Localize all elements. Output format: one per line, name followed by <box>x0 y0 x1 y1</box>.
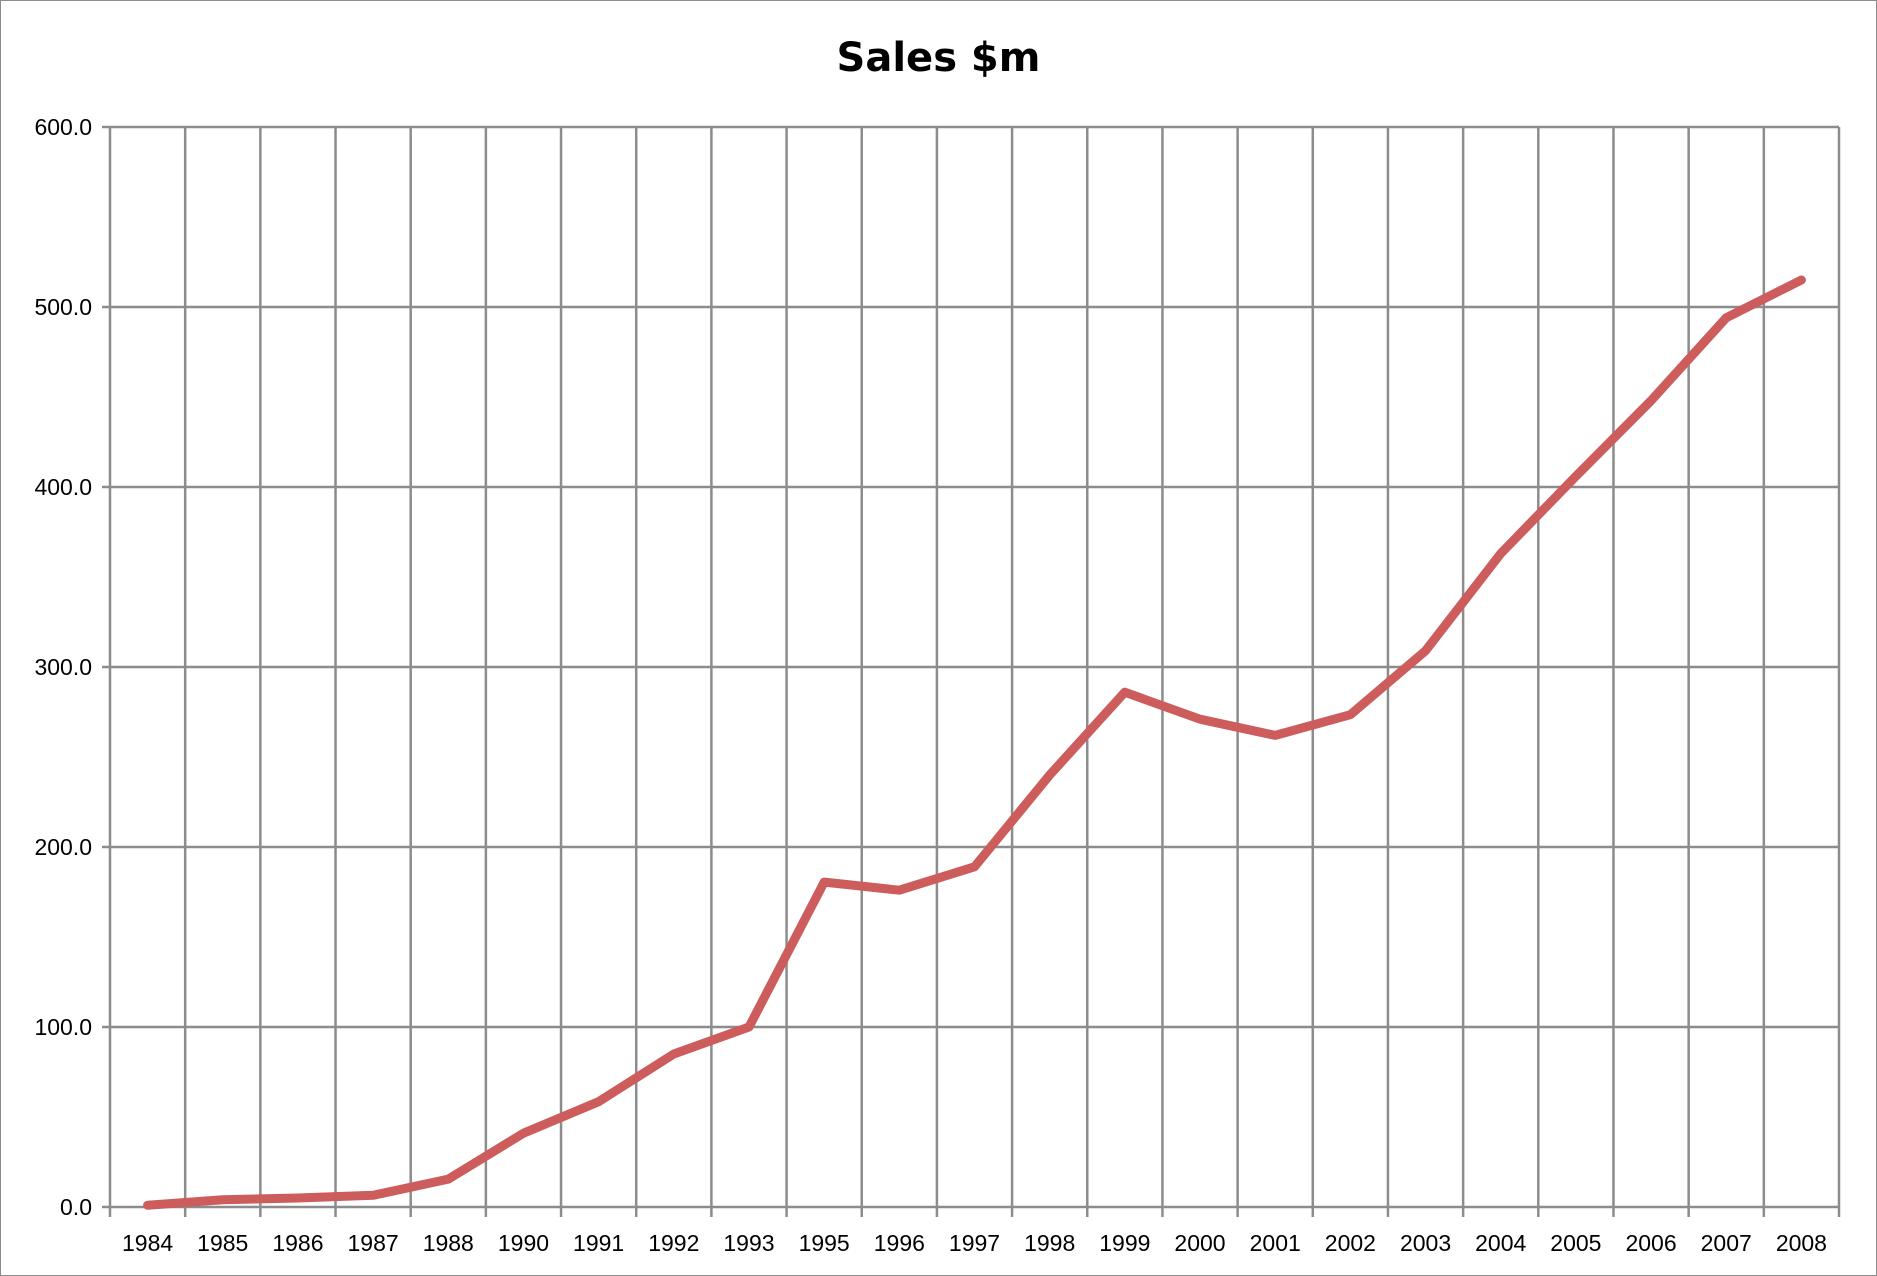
x-tick-label: 2007 <box>1701 1230 1752 1256</box>
x-tick-label: 2001 <box>1250 1230 1301 1256</box>
x-tick-label: 1999 <box>1099 1230 1150 1256</box>
chart-title: Sales $m <box>836 35 1041 81</box>
x-tick-label: 1998 <box>1024 1230 1075 1256</box>
y-tick-label: 400.0 <box>34 474 92 500</box>
y-tick-labels: 0.0 100.0 200.0 300.0 400.0 500.0 600.0 <box>34 114 92 1220</box>
x-tick-label: 2004 <box>1475 1230 1526 1256</box>
y-tick-label: 500.0 <box>34 294 92 320</box>
x-tick-label: 1992 <box>648 1230 699 1256</box>
y-tick-label: 100.0 <box>34 1014 92 1040</box>
x-tick-label: 1993 <box>723 1230 774 1256</box>
axes <box>102 125 1841 1217</box>
y-tick-label: 600.0 <box>34 114 92 140</box>
y-tick-label: 200.0 <box>34 834 92 860</box>
y-tick-label: 300.0 <box>34 654 92 680</box>
x-tick-label: 1984 <box>122 1230 173 1256</box>
x-tick-label: 1997 <box>949 1230 1000 1256</box>
x-tick-label: 2008 <box>1776 1230 1827 1256</box>
y-tick-label: 0.0 <box>60 1194 92 1220</box>
sales-series-line <box>143 275 1806 1210</box>
grid-lines <box>110 125 1841 1207</box>
x-tick-label: 1991 <box>573 1230 624 1256</box>
x-tick-label: 2005 <box>1550 1230 1601 1256</box>
x-tick-label: 1995 <box>799 1230 850 1256</box>
x-tick-label: 1988 <box>423 1230 474 1256</box>
x-tick-label: 2003 <box>1400 1230 1451 1256</box>
x-tick-label: 1996 <box>874 1230 925 1256</box>
series-layer <box>143 275 1806 1210</box>
x-tick-label: 1990 <box>498 1230 549 1256</box>
x-tick-label: 1985 <box>197 1230 248 1256</box>
x-tick-label: 2006 <box>1625 1230 1676 1256</box>
x-tick-label: 1986 <box>272 1230 323 1256</box>
x-tick-label: 1987 <box>348 1230 399 1256</box>
x-tick-labels: 1984 1985 1986 1987 1988 1990 1991 1992 1993 1995… <box>122 1230 1827 1256</box>
x-tick-label: 2002 <box>1325 1230 1376 1256</box>
x-tick-label: 2000 <box>1174 1230 1225 1256</box>
